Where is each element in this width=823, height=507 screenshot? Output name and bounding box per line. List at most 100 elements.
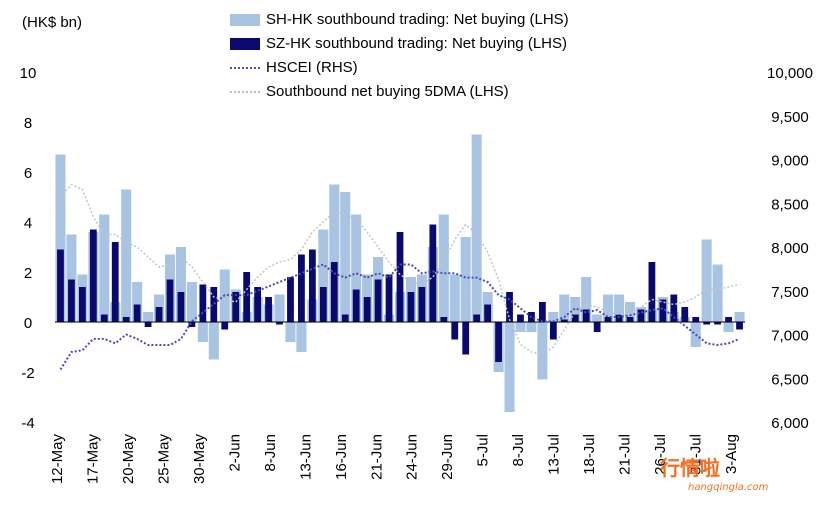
left-axis-unit-label: (HK$ bn) [22, 14, 83, 31]
sz-bar [407, 292, 415, 322]
right-tick-label: 8,500 [771, 196, 809, 213]
sh-bar [143, 312, 154, 322]
x-tick-label: 13-Jul [546, 434, 563, 475]
sh-bar [197, 322, 208, 342]
right-tick-label: 10,000 [767, 65, 813, 82]
sz-bar [221, 322, 229, 330]
sz-bar [484, 304, 492, 322]
left-tick-label: 4 [24, 215, 32, 232]
sz-bar [440, 317, 448, 322]
sz-bar [593, 322, 601, 332]
left-tick-label: -4 [21, 415, 34, 432]
sh-bar [460, 237, 471, 322]
sh-bar [208, 322, 219, 360]
sh-bar [592, 314, 603, 322]
sz-bar [637, 309, 645, 322]
sh-bar [66, 234, 77, 322]
right-axis-ticks: 10,000 9,500 9,000 8,500 8,000 7,500 7,000 6,50… [767, 65, 813, 432]
sz-bar [473, 314, 481, 322]
sh-bar [734, 312, 745, 322]
left-tick-label: 2 [24, 265, 32, 282]
x-tick-label: 17-May [84, 434, 101, 485]
sz-bar [615, 314, 623, 322]
sh-bar [515, 322, 526, 332]
hscei-line [59, 263, 740, 371]
x-tick-label: 26-Jul [652, 434, 669, 475]
left-tick-label: 8 [24, 115, 32, 132]
sz-bar [418, 287, 426, 322]
watermark-subtext: hangqingla.com [688, 482, 769, 493]
sz-bar [495, 322, 502, 362]
x-tick-label: 21-Jun [368, 434, 385, 480]
chart-legend: SH-HK southbound trading: Net buying (LH… [230, 8, 569, 104]
sz-bar [166, 279, 174, 322]
legend-label-5dma: Southbound net buying 5DMA (LHS) [266, 83, 509, 100]
sz-bar [308, 249, 316, 322]
5dma-polyline [59, 183, 740, 356]
sh-bar [285, 322, 296, 342]
sh-bar [471, 134, 482, 322]
watermark-logo: 行情啦 hangqingla.com [660, 452, 768, 493]
right-tick-label: 7,000 [771, 328, 809, 345]
sh-bar [175, 247, 186, 322]
legend-label-sz: SZ-HK southbound trading: Net buying (LH… [266, 35, 567, 52]
sz-bar [89, 229, 97, 322]
sz-bar [298, 254, 305, 322]
sh-bar [351, 214, 362, 322]
sh-bar [701, 239, 712, 322]
sh-bar [603, 294, 614, 322]
sz-bar [396, 232, 404, 322]
right-tick-label: 9,500 [771, 109, 809, 126]
x-tick-label: 20-May [120, 434, 137, 485]
sz-bar [177, 292, 185, 322]
sh-bar [296, 322, 307, 352]
sz-bar [254, 287, 262, 322]
sz-bar [538, 302, 546, 322]
sz-bar [725, 317, 732, 322]
sh-bar [504, 322, 515, 412]
5dma-line [59, 183, 740, 356]
sh-bar [340, 192, 351, 322]
sz-bar [243, 272, 251, 322]
sh-bar [526, 322, 537, 332]
left-axis-ticks: 10 8 6 4 2 0 -2 -4 [20, 65, 37, 432]
sz-bar [265, 297, 272, 322]
sh-bar [329, 184, 340, 322]
x-tick-label: 29-Jun [439, 434, 456, 480]
x-tick-label: 24-Jun [404, 434, 421, 480]
sz-bar [604, 317, 612, 322]
sh-bar [121, 189, 132, 322]
x-tick-label: 25-May [155, 434, 172, 485]
right-tick-label: 8,000 [771, 240, 809, 257]
sz-bar [57, 249, 64, 322]
right-tick-label: 7,500 [771, 284, 809, 301]
sz-bar [374, 279, 382, 322]
sh-bar [712, 264, 723, 322]
sz-bar [232, 292, 240, 322]
sz-bar [352, 289, 360, 322]
legend-swatch-hscei [230, 67, 260, 69]
legend-label-sh: SH-HK southbound trading: Net buying (LH… [266, 11, 569, 28]
x-tick-label: 3-Aug [723, 434, 740, 474]
sz-bar [100, 314, 108, 322]
sz-bar [670, 294, 678, 322]
x-tick-label: 12-May [49, 434, 66, 485]
sz-bar [517, 314, 524, 322]
left-tick-label: 0 [24, 315, 32, 332]
legend-item-sz: SZ-HK southbound trading: Net buying (LH… [230, 32, 569, 56]
sh-bar [318, 229, 329, 322]
sz-bar [78, 287, 86, 322]
sz-bar [155, 307, 163, 322]
sh-bar [537, 322, 548, 380]
sz-bar [122, 317, 130, 322]
sz-bar [429, 224, 437, 322]
x-tick-label: 5-Jul [475, 434, 492, 467]
sh-bar [438, 214, 449, 322]
legend-item-hscei: HSCEI (RHS) [230, 56, 569, 80]
left-tick-label: 10 [20, 65, 37, 82]
sz-bar [363, 297, 371, 322]
sz-bar [736, 322, 743, 330]
x-tick-label: 16-Jun [333, 434, 350, 480]
sh-bar [614, 294, 625, 322]
x-tick-label: 8-Jul [510, 434, 527, 467]
